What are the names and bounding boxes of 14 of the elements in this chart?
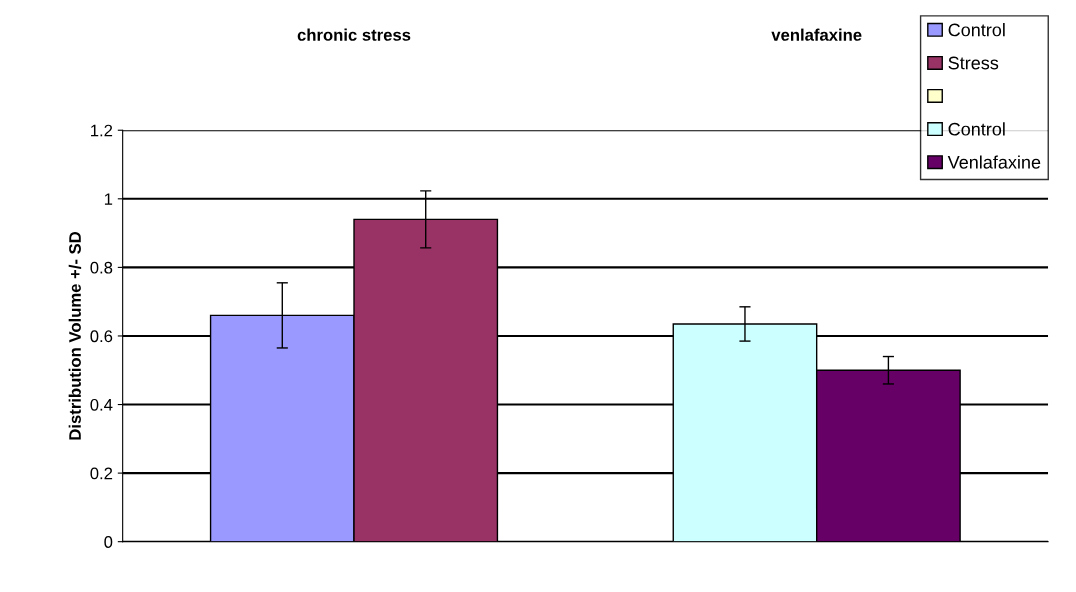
y-tick-label: 1.2 — [91, 124, 113, 137]
x-tick-label: chronic stress — [297, 28, 411, 41]
y-tick-label: 0.4 — [90, 398, 113, 411]
x-tick-label: venlafaxine — [771, 28, 862, 41]
y-tick-label: 1 — [104, 193, 113, 205]
legend-label: Control — [948, 122, 1005, 136]
legend-label: Stress — [948, 56, 999, 70]
y-axis-title: Distribution Volume +/- SD — [68, 231, 82, 440]
legend-label: Venlafaxine — [947, 155, 1041, 169]
y-tick-label: 0 — [104, 536, 113, 548]
y-tick-label: 0.8 — [90, 261, 113, 274]
y-tick-label: 0.6 — [90, 330, 113, 343]
y-tick-label: 0.2 — [90, 467, 113, 480]
legend-label: Control — [948, 23, 1005, 37]
